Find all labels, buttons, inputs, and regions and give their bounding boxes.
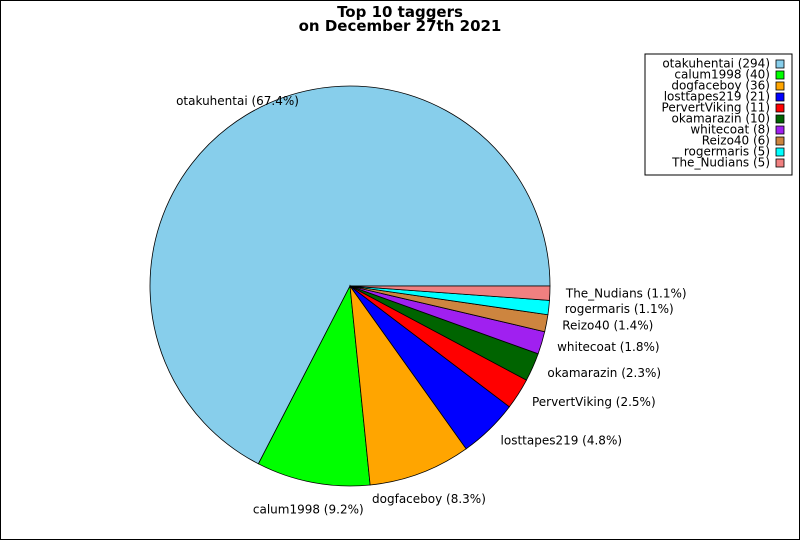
legend-swatch-PervertViking	[775, 103, 785, 113]
chart-title: Top 10 taggers	[337, 3, 463, 21]
legend-label-Reizo40: Reizo40 (6)	[702, 134, 770, 148]
pie-slice-dogfaceboy	[349, 284, 467, 486]
legend-label-dogfaceboy: dogfaceboy (36)	[671, 79, 770, 93]
pie-slice-otakuhentai	[149, 85, 551, 465]
legend: otakuhentai (294)calum1998 (40)dogfacebo…	[644, 53, 793, 176]
slice-label-The_Nudians: The_Nudians (1.1%)	[565, 286, 687, 300]
legend-label-okamarazin: okamarazin (10)	[672, 112, 770, 126]
slice-label-rogermaris: rogermaris (1.1%)	[565, 302, 674, 316]
slice-label-dogfaceboy: dogfaceboy (8.3%)	[372, 492, 486, 506]
legend-swatch-whitecoat	[775, 125, 785, 135]
legend-swatch-otakuhentai	[775, 59, 785, 69]
slice-label-otakuhentai: otakuhentai (67.4%)	[176, 94, 299, 108]
chart-subtitle: on December 27th 2021	[299, 17, 502, 35]
slice-label-Reizo40: Reizo40 (1.4%)	[562, 319, 653, 333]
legend-label-whitecoat: whitecoat (8)	[690, 123, 770, 137]
legend-swatch-rogermaris	[775, 147, 785, 157]
legend-label-calum1998: calum1998 (40)	[674, 68, 770, 82]
legend-swatch-losttapes219	[775, 92, 785, 102]
legend-swatch-The_Nudians	[775, 158, 785, 168]
slice-label-losttapes219: losttapes219 (4.8%)	[501, 433, 623, 447]
pie-slices	[149, 85, 551, 487]
slice-label-calum1998: calum1998 (9.2%)	[253, 503, 364, 517]
legend-label-otakuhentai: otakuhentai (294)	[662, 57, 770, 71]
legend-box	[644, 53, 793, 176]
slice-label-PervertViking: PervertViking (2.5%)	[532, 395, 656, 409]
slice-label-whitecoat: whitecoat (1.8%)	[557, 340, 660, 354]
pie-slice-calum1998	[257, 284, 371, 487]
legend-label-losttapes219: losttapes219 (21)	[664, 90, 770, 104]
legend-swatch-dogfaceboy	[775, 81, 785, 91]
legend-label-PervertViking: PervertViking (11)	[662, 101, 770, 115]
legend-swatch-calum1998	[775, 70, 785, 80]
legend-swatch-okamarazin	[775, 114, 785, 124]
legend-label-rogermaris: rogermaris (5)	[684, 145, 770, 159]
slice-labels: otakuhentai (67.4%) calum1998 (9.2%) dogfa…	[176, 94, 686, 516]
legend-swatch-Reizo40	[775, 136, 785, 146]
slice-label-okamarazin: okamarazin (2.3%)	[547, 366, 661, 380]
legend-label-The_Nudians: The_Nudians (5)	[671, 156, 770, 170]
pie-slice-The_Nudians	[349, 285, 551, 301]
